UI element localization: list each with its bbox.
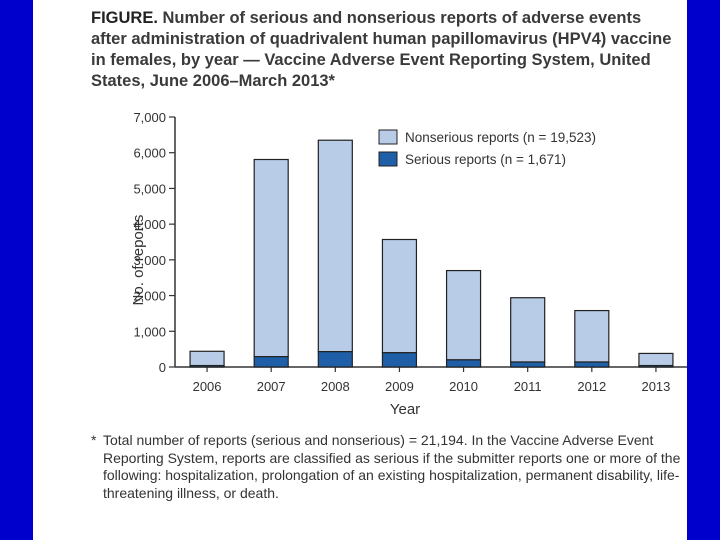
bar-nonserious xyxy=(381,238,418,354)
legend-label: Nonserious reports (n = 19,523) xyxy=(405,130,596,145)
bar-serious xyxy=(638,364,674,368)
bar-nonserious xyxy=(189,350,225,367)
y-axis-label: No. of reports xyxy=(130,215,147,306)
bar-nonserious xyxy=(317,139,353,353)
y-tick-label: 4,000 xyxy=(133,217,166,232)
y-tick-label: 6,000 xyxy=(133,146,166,161)
y-tick-labels: 0 1,000 2,000 3,000 4,000 5,000 6,000 7,000 xyxy=(133,110,166,375)
bar-nonserious xyxy=(510,297,546,363)
x-tick-label: 2008 xyxy=(321,379,350,394)
x-tick-label: 2011 xyxy=(514,379,542,394)
footnote-text: Total number of reports (serious and non… xyxy=(103,432,681,501)
bar-serious xyxy=(574,361,610,368)
bar-nonserious xyxy=(574,309,610,363)
bar-nonserious xyxy=(638,352,674,367)
x-tick-label: 2006 xyxy=(193,379,222,394)
bar-serious xyxy=(253,356,289,368)
bar-serious xyxy=(381,352,418,368)
x-tick-labels: 2006 2007 2008 2009 2010 2011 2012 2013 xyxy=(193,379,671,394)
figure-title: FIGURE. Number of serious and nonserious… xyxy=(91,8,681,92)
x-tick-label: 2007 xyxy=(257,379,286,394)
bar-serious xyxy=(317,351,353,368)
x-axis-label: Year xyxy=(390,401,420,418)
x-tick-label: 2010 xyxy=(449,379,478,394)
bar-serious xyxy=(445,359,482,368)
legend-swatch xyxy=(378,129,398,145)
bar-chart: 2006 2007 2008 2009 2010 2011 2012 2013 0 1,000 2… xyxy=(130,110,687,418)
figure-title-lead: FIGURE. xyxy=(91,9,158,27)
figure-title-text: Number of serious and nonserious reports… xyxy=(91,9,672,90)
slide: FIGURE. Number of serious and nonserious… xyxy=(33,0,687,540)
bar-serious xyxy=(189,364,225,368)
y-tick-label: 3,000 xyxy=(133,253,166,268)
legend-swatch xyxy=(378,151,398,167)
footnote-mark: * xyxy=(91,432,97,448)
y-tick-label: 2,000 xyxy=(133,289,166,304)
x-tick-label: 2009 xyxy=(385,379,414,394)
legend-label: Serious reports (n = 1,671) xyxy=(405,152,566,167)
x-tick-label: 2013 xyxy=(641,379,670,394)
x-tick-label: 2012 xyxy=(577,379,606,394)
figure-footnote: * Total number of reports (serious and n… xyxy=(91,432,681,502)
bar-nonserious xyxy=(445,269,482,361)
y-tick-label: 7,000 xyxy=(133,110,166,125)
chart-bars xyxy=(189,139,674,368)
y-tick-label: 1,000 xyxy=(133,324,166,339)
bar-serious xyxy=(510,361,546,368)
chart-legend: Nonserious reports (n = 19,523) Serious r… xyxy=(378,129,596,167)
y-tick-label: 5,000 xyxy=(133,181,166,196)
y-tick-label: 0 xyxy=(159,360,166,375)
bar-nonserious xyxy=(253,158,289,358)
